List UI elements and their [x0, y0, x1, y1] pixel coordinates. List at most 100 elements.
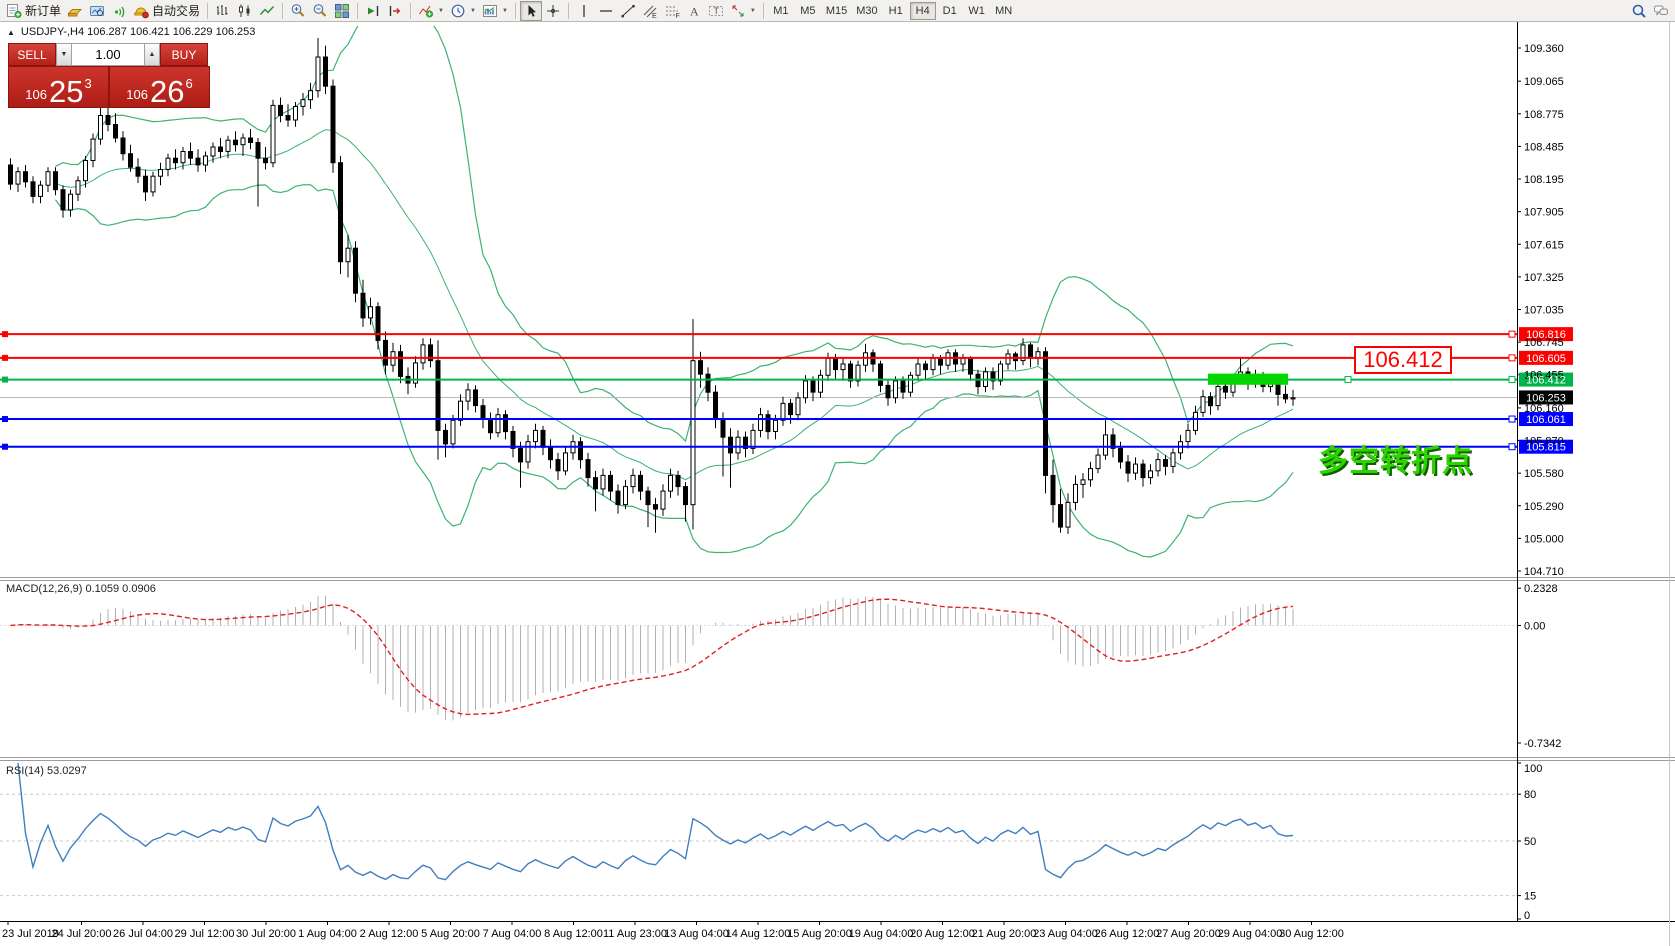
candle — [225, 139, 231, 152]
svg-text:E: E — [652, 13, 657, 19]
timeframe-W1[interactable]: W1 — [964, 2, 990, 20]
candle — [1073, 483, 1078, 503]
candle — [1140, 463, 1146, 479]
candle — [300, 99, 306, 107]
timeframe-H4[interactable]: H4 — [909, 1, 936, 20]
trendline-tool-button[interactable] — [617, 1, 639, 21]
timeframe-M30[interactable]: M30 — [852, 2, 881, 20]
time-tick-label: 1 Aug 04:00 — [298, 928, 357, 940]
volume-increase-button[interactable]: ▲ — [144, 43, 160, 66]
candle — [188, 151, 193, 159]
bar-chart-button[interactable] — [212, 1, 234, 21]
candle — [30, 181, 36, 197]
candle — [248, 137, 253, 143]
candle — [233, 139, 238, 146]
candle — [105, 115, 111, 125]
time-tick-label: 21 Aug 20:00 — [972, 928, 1037, 940]
candle — [173, 157, 178, 164]
time-axis[interactable] — [7, 921, 1312, 926]
indicators-button[interactable]: ▼ — [415, 1, 447, 21]
candle — [345, 247, 351, 263]
candlestick-chart-icon — [239, 4, 250, 17]
horizontal-line-icon — [599, 9, 612, 12]
candle — [660, 490, 666, 510]
candle — [555, 459, 561, 472]
candle — [450, 419, 456, 445]
candle — [495, 414, 501, 434]
timeframe-M1[interactable]: M1 — [768, 2, 794, 20]
chat-button[interactable] — [1650, 1, 1672, 21]
candle — [915, 363, 921, 376]
price-axis[interactable] — [1517, 22, 1670, 946]
price-tick-label: 104.710 — [1524, 566, 1564, 578]
zoom-in-button[interactable] — [287, 1, 309, 21]
timeframe-H1[interactable]: H1 — [883, 2, 909, 20]
zoom-out-button[interactable] — [309, 1, 331, 21]
rsi-axis-label: 15 — [1524, 891, 1536, 903]
volume-decrease-button[interactable]: ▼ — [56, 43, 72, 66]
autotrading-button[interactable]: 自动交易 — [130, 1, 203, 21]
line-chart-button[interactable] — [256, 1, 278, 21]
channel-tool-button[interactable]: E — [639, 1, 661, 21]
timeframe-MN[interactable]: MN — [991, 2, 1017, 20]
candle — [548, 446, 553, 461]
price-level-axis-label: 105.815 — [1526, 442, 1566, 454]
chart-sh[interactable] — [384, 1, 406, 21]
templates-button[interactable]: ▼ — [479, 1, 511, 21]
main-price-pane[interactable] — [0, 0, 1517, 558]
toolbar-separator — [410, 2, 412, 19]
auto-scroll-button[interactable] — [362, 1, 384, 21]
cursor-tool-button[interactable] — [519, 0, 542, 21]
price-level-axis-label: 106.816 — [1526, 329, 1566, 341]
price-tick-label: 108.485 — [1524, 141, 1564, 153]
candle — [83, 160, 88, 182]
label-tool-button[interactable]: T — [705, 1, 727, 21]
candle — [818, 374, 823, 393]
candle — [930, 357, 936, 371]
time-tick-label: 27 Aug 20:00 — [1156, 928, 1221, 940]
symbol-collapse-icon[interactable]: ▲ — [7, 27, 15, 37]
signals-button[interactable] — [108, 1, 130, 21]
candle — [128, 153, 133, 168]
candle — [578, 441, 583, 461]
toolbar-separator — [282, 2, 284, 19]
candle — [1193, 411, 1198, 431]
periods-clock-icon — [451, 4, 465, 17]
tile-windows-button[interactable] — [331, 1, 353, 21]
candle — [563, 452, 568, 472]
timeframe-D1[interactable]: D1 — [937, 2, 963, 20]
candle — [810, 380, 816, 393]
candle — [908, 374, 913, 393]
navigator-button[interactable] — [86, 1, 108, 21]
candle — [263, 157, 268, 164]
arrows-tool-button[interactable]: ▼ — [727, 1, 759, 21]
search-button[interactable] — [1628, 1, 1650, 21]
macd-pane[interactable] — [0, 595, 1517, 721]
sell-button[interactable]: SELL — [8, 43, 56, 66]
fibonacci-tool-button[interactable]: F — [661, 1, 683, 21]
horizontal-line-tool-button[interactable] — [595, 1, 617, 21]
candle — [735, 436, 741, 454]
timeframe-M5[interactable]: M5 — [795, 2, 821, 20]
candle — [1215, 386, 1221, 407]
buy-price-tile[interactable]: 106 26 6 — [110, 67, 209, 107]
vertical-line-tool-button[interactable] — [573, 1, 595, 21]
candle — [1155, 459, 1161, 472]
rsi-line — [17, 762, 1294, 881]
market-watch-button[interactable] — [64, 1, 86, 21]
price-tick-label: 107.905 — [1524, 207, 1564, 219]
timeframe-M15[interactable]: M15 — [822, 2, 851, 20]
candlestick-chart-button[interactable] — [234, 1, 256, 21]
volume-input[interactable] — [72, 43, 144, 66]
buy-button[interactable]: BUY — [160, 43, 208, 66]
periods-button[interactable]: ▼ — [447, 1, 479, 21]
crosshair-tool-button[interactable] — [542, 1, 564, 21]
buy-price-big: 26 — [149, 73, 185, 109]
candle — [938, 357, 943, 366]
rsi-pane[interactable] — [0, 762, 1517, 897]
candle — [278, 104, 283, 117]
text-tool-button[interactable]: A — [683, 1, 705, 21]
new-order-button[interactable]: 新订单 — [3, 1, 64, 21]
sell-price-tile[interactable]: 106 25 3 — [9, 67, 108, 107]
